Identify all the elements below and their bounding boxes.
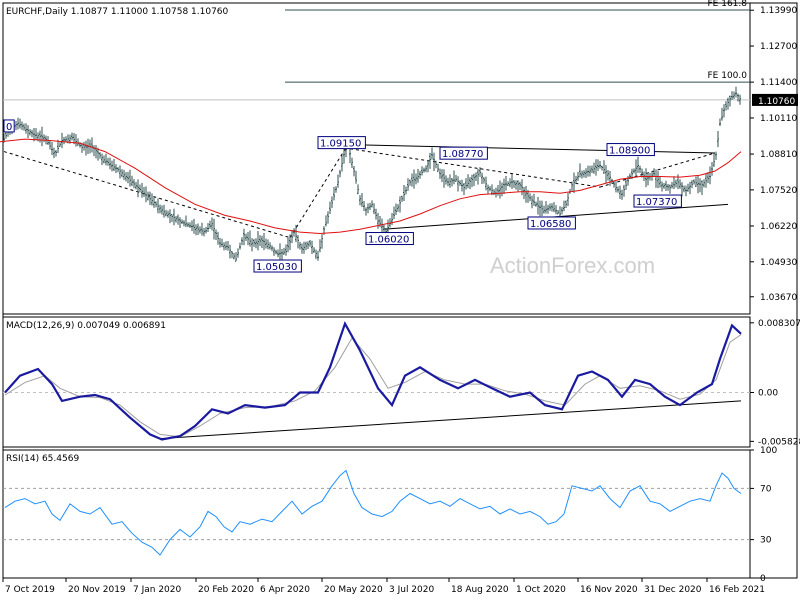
price-annotation-box	[3, 119, 15, 133]
price-annotation-7: 0	[3, 119, 15, 133]
price-y-tick-label: 1.06220	[760, 222, 797, 232]
price-y-tick-label: 1.03670	[760, 293, 797, 303]
rsi-y-tick-label: 0	[760, 574, 766, 584]
moving-average-line	[0, 138, 742, 235]
x-tick-label: 31 Dec 2020	[644, 585, 702, 595]
price-y-tick-label: 1.07520	[760, 186, 797, 196]
trendline-4	[349, 148, 601, 188]
price-annotation-label: 1.08900	[609, 146, 650, 157]
price-y-tick-label: 1.04930	[760, 258, 797, 268]
pane-frame-2	[2, 449, 751, 579]
outer-frame	[2, 2, 798, 579]
price-y-tick-label: 1.11400	[760, 78, 797, 88]
x-tick-label: 3 Jul 2020	[389, 585, 434, 595]
x-tick-label: 1 Oct 2020	[516, 585, 566, 595]
pane-frame-0	[2, 2, 751, 315]
fibo-label-1: FE 100.0	[708, 71, 748, 81]
price-annotation-6: 1.05030	[253, 259, 302, 273]
watermark: ActionForex.com	[490, 253, 655, 278]
price-annotation-5: 1.07370	[633, 194, 682, 208]
x-tick-label: 7 Jan 2020	[133, 585, 181, 595]
price-annotation-1: 1.08770	[439, 146, 488, 160]
price-annotation-label: 1.08770	[442, 149, 483, 160]
macd-y-tick-label: 0.008307	[758, 319, 800, 329]
price-annotation-label: 0	[6, 122, 12, 133]
price-annotation-box	[317, 136, 366, 150]
rsi-y-tick-label: 70	[760, 484, 772, 494]
x-tick-label: 6 Apr 2020	[260, 585, 310, 595]
x-tick-label: 16 Nov 2020	[580, 585, 638, 595]
price-annotation-0: 1.09150	[317, 136, 366, 150]
x-tick-label: 20 Feb 2020	[198, 585, 254, 595]
price-annotation-box	[253, 259, 302, 273]
x-tick-label: 20 Nov 2019	[68, 585, 126, 595]
price-annotation-4: 1.06580	[527, 216, 576, 230]
rsi-line	[4, 469, 742, 556]
price-y-tick-label: 1.08810	[760, 150, 797, 160]
price-header: EURCHF,Daily 1.10877 1.11000 1.10758 1.1…	[6, 7, 229, 17]
macd-header: MACD(12,26,9) 0.007049 0.006891	[6, 321, 166, 331]
macd-y-tick-label: 0.00	[758, 388, 778, 398]
x-tick-label: 7 Oct 2019	[5, 585, 55, 595]
price-y-tick-label: 1.12700	[760, 42, 797, 52]
price-annotation-label: 1.05030	[256, 262, 297, 273]
trendline-1	[289, 144, 349, 238]
x-tick-label: 18 Aug 2020	[451, 585, 509, 595]
fibo-label-0: FE 161.8	[708, 0, 748, 9]
price-annotation-box	[633, 194, 682, 208]
rsi-header: RSI(14) 65.4569	[6, 454, 79, 464]
rsi-y-tick-label: 30	[760, 536, 772, 546]
price-annotation-box	[606, 143, 655, 157]
macd-pane: MACD(12,26,9) 0.007049 0.006891 0.008307 0…	[3, 319, 800, 447]
ohlc-bars	[3, 86, 741, 262]
price-y-tick-label: 1.13990	[760, 6, 797, 16]
price-annotation-label: 1.07370	[636, 197, 677, 208]
last-price-box	[752, 93, 798, 106]
price-annotation-label: 1.09150	[320, 139, 361, 150]
pane-frame-1	[2, 316, 751, 448]
macd-signal-line	[4, 334, 742, 438]
price-annotation-label: 1.06020	[368, 235, 409, 246]
macd-trendline	[159, 400, 742, 440]
price-annotation-box	[527, 216, 576, 230]
last-price-label: 1.10760	[758, 97, 795, 107]
price-pane: EURCHF,Daily 1.10877 1.11000 1.10758 1.1…	[0, 0, 750, 278]
rsi-pane: RSI(14) 65.4569 100 70 30 0	[3, 446, 777, 584]
price-annotation-box	[365, 232, 414, 246]
trendline-0	[3, 151, 291, 239]
price-y-axis: 1.13990 1.12700 1.11400 1.10110 1.08810 1.075…	[750, 6, 797, 303]
price-annotation-label: 1.06580	[530, 219, 571, 230]
x-tick-label: 16 Feb 2021	[709, 585, 765, 595]
price-y-tick-label: 1.10110	[760, 114, 797, 124]
macd-y-tick-label: -0.005828	[758, 437, 800, 447]
trendline-5	[599, 152, 716, 188]
price-annotation-2: 1.08900	[606, 143, 655, 157]
rsi-y-tick-label: 100	[760, 446, 777, 456]
price-annotation-box	[439, 146, 488, 160]
last-price-marker: 1.10760	[752, 93, 798, 107]
price-annotation-3: 1.06020	[365, 232, 414, 246]
x-tick-label: 20 May 2020	[324, 585, 383, 595]
macd-line	[4, 321, 742, 441]
x-axis: 7 Oct 2019 20 Nov 2019 7 Jan 2020 20 Feb 20…	[2, 578, 765, 595]
